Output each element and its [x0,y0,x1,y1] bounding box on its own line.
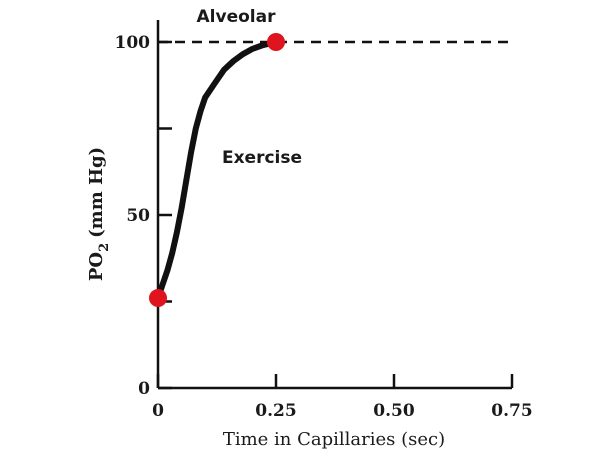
series-label-exercise: Exercise [222,148,302,168]
x-tick-label: 0.50 [373,401,415,421]
series-line-exercise [155,39,279,301]
x-tick-label: 0.75 [491,401,532,421]
x-axis-title: Time in Capillaries (sec) [223,429,445,450]
data-point-marker [149,289,167,308]
y-axis-title-unit: (mm Hg) [86,147,107,238]
y-axis-title-main: PO [86,252,107,281]
y-tick-label: 50 [126,206,150,226]
y-axis-title: PO2 (mm Hg) [86,147,112,281]
y-axis-title-subscript: 2 [97,243,112,252]
svg-text:PO2(mm Hg): PO2 (mm Hg) [86,147,112,281]
plot-area: 0 0.25 0.50 0.75 0 50 100 [115,20,533,421]
y-tick-label: 100 [115,33,151,53]
data-point-marker [267,33,285,51]
reference-line-label: Alveolar [197,7,277,27]
x-tick-label: 0.25 [255,401,296,421]
x-tick-label: 0 [152,401,164,421]
y-tick-label: 0 [138,379,150,399]
